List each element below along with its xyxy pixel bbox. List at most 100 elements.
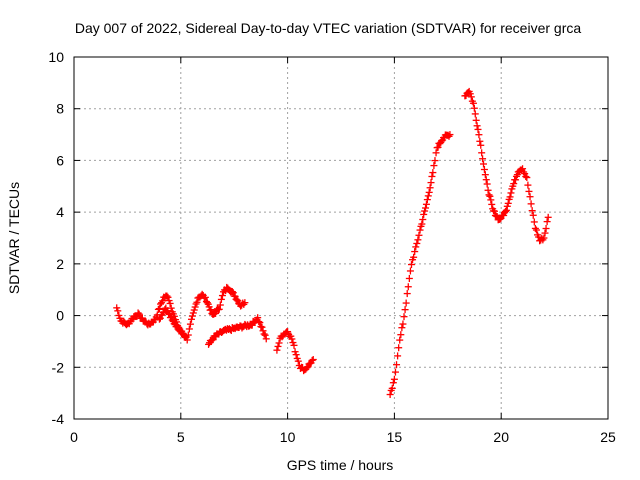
data-point (475, 131, 483, 139)
data-point (512, 176, 520, 184)
data-point (201, 293, 209, 301)
data-point (262, 335, 270, 343)
data-points (113, 87, 552, 399)
data-point (399, 320, 407, 328)
x-tick-label: 5 (177, 429, 185, 445)
data-point (542, 225, 550, 233)
data-point (155, 315, 163, 323)
data-point (396, 336, 404, 344)
data-point (486, 192, 494, 200)
data-point (403, 290, 411, 298)
y-tick-label: 4 (56, 204, 64, 220)
data-point (507, 189, 515, 197)
data-point (155, 305, 163, 313)
data-point (469, 99, 477, 107)
data-point (483, 180, 491, 188)
data-point (205, 340, 213, 348)
data-point (479, 155, 487, 163)
x-tick-label: 0 (70, 429, 78, 445)
data-point (420, 210, 428, 218)
data-point (430, 162, 438, 170)
data-point (470, 104, 478, 112)
data-point (477, 141, 485, 149)
data-point (425, 188, 433, 196)
data-point (474, 125, 482, 133)
data-point (290, 341, 298, 349)
data-point (165, 310, 173, 318)
data-point (482, 176, 490, 184)
data-point (527, 200, 535, 208)
data-point (183, 336, 191, 344)
data-point (288, 335, 296, 343)
data-point (188, 312, 196, 320)
data-point (212, 309, 220, 317)
data-point (414, 236, 422, 244)
data-point (386, 391, 394, 399)
data-point (472, 116, 480, 124)
data-point (519, 165, 527, 173)
data-point (427, 179, 435, 187)
data-point (173, 321, 181, 329)
data-point (532, 226, 540, 234)
data-point (191, 303, 199, 311)
data-point (292, 351, 300, 359)
data-point (526, 193, 534, 201)
data-point (481, 171, 489, 179)
data-point (154, 305, 162, 313)
data-point (217, 295, 225, 303)
data-point (466, 90, 474, 98)
data-point (259, 327, 267, 335)
data-point (473, 122, 481, 130)
data-point (166, 299, 174, 307)
data-point (478, 149, 486, 157)
x-tick-label: 20 (493, 429, 509, 445)
data-point (410, 253, 418, 261)
x-tick-label: 10 (280, 429, 296, 445)
data-point (544, 213, 552, 221)
y-tick-label: 0 (56, 308, 64, 324)
data-point (241, 299, 249, 307)
data-point (422, 200, 430, 208)
data-point (529, 211, 537, 219)
data-point (303, 364, 311, 372)
data-point (163, 292, 171, 300)
data-point (209, 336, 217, 344)
data-point (504, 199, 512, 207)
chart-title: Day 007 of 2022, Sidereal Day-to-day VTE… (75, 20, 581, 36)
data-point (506, 193, 514, 201)
grid (74, 57, 608, 419)
data-point (260, 330, 268, 338)
data-point (432, 149, 440, 157)
data-point (496, 215, 504, 223)
data-point (523, 174, 531, 182)
data-point (258, 323, 266, 331)
data-point (190, 306, 198, 314)
data-point (422, 204, 430, 212)
data-point (393, 361, 401, 369)
data-point (540, 234, 548, 242)
y-tick-label: 8 (56, 101, 64, 117)
data-point (402, 299, 410, 307)
data-point (170, 312, 178, 320)
y-tick-label: 10 (48, 49, 64, 65)
data-point (531, 224, 539, 232)
data-point (134, 309, 142, 317)
data-point (261, 331, 269, 339)
data-point (215, 305, 223, 313)
data-point (198, 290, 206, 298)
data-point (413, 239, 421, 247)
data-point (256, 319, 264, 327)
data-point (415, 231, 423, 239)
data-point (273, 346, 281, 354)
data-point (186, 320, 194, 328)
data-point (431, 157, 439, 165)
data-point (434, 143, 442, 151)
data-point (255, 318, 263, 326)
data-point (407, 261, 415, 269)
data-point (164, 293, 172, 301)
data-point (525, 187, 533, 195)
data-point (524, 181, 532, 189)
data-point (193, 298, 201, 306)
data-point (406, 267, 414, 275)
data-point (418, 220, 426, 228)
